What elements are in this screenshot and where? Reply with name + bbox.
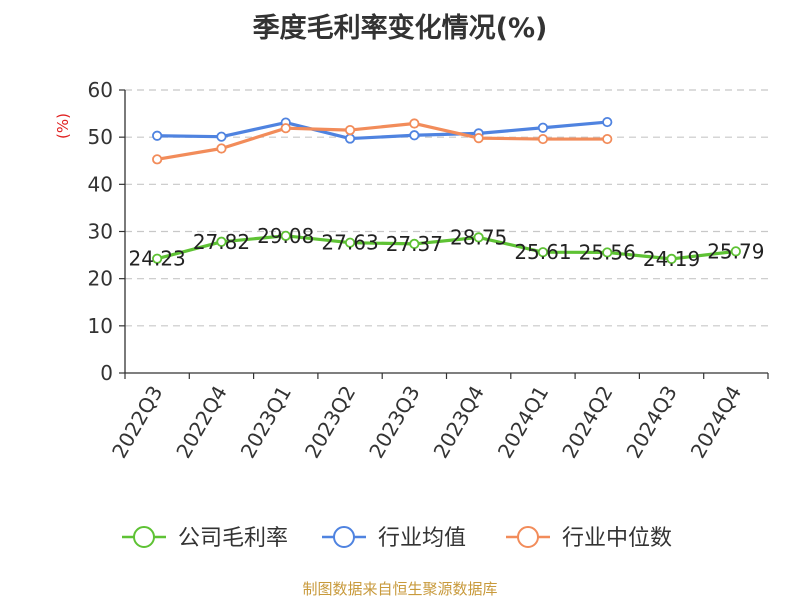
gridlines <box>125 89 768 327</box>
legend-marker-swatch <box>133 526 155 548</box>
data-point[interactable] <box>409 238 420 250</box>
x-tick-label: 2024Q4 <box>686 382 746 463</box>
data-point[interactable] <box>152 154 163 165</box>
x-tick-label: 2023Q2 <box>300 382 360 463</box>
legend-marker-swatch <box>333 526 355 548</box>
data-point[interactable] <box>280 123 291 134</box>
series-line <box>156 121 608 161</box>
data-point[interactable] <box>344 237 356 248</box>
y-tick-label: 0 <box>100 361 113 385</box>
legend-item[interactable]: 行业均值 <box>322 526 466 551</box>
data-label: 24.19 <box>643 247 700 271</box>
data-point[interactable] <box>344 133 356 144</box>
x-tick-label: 2024Q2 <box>557 382 617 463</box>
data-point[interactable] <box>409 118 420 129</box>
legend-item[interactable]: 行业中位数 <box>506 526 672 551</box>
data-point[interactable] <box>473 133 484 144</box>
y-tick-label: 10 <box>88 314 113 338</box>
data-point[interactable] <box>409 130 420 141</box>
y-axis-ticks: 0 10 20 30 40 50 60 <box>88 78 125 385</box>
data-label: 24.23 <box>129 247 186 271</box>
data-point[interactable] <box>602 116 613 128</box>
data-point[interactable] <box>537 133 549 145</box>
chart-title: 季度毛利率变化情况(%) <box>252 13 548 44</box>
series-points <box>152 116 741 265</box>
y-tick-label: 20 <box>88 267 113 291</box>
x-tick-label: 2023Q3 <box>364 382 424 463</box>
y-tick-label: 40 <box>88 172 113 196</box>
data-point[interactable] <box>537 122 549 133</box>
data-label: 27.37 <box>386 232 443 256</box>
y-axis-unit-label: (%) <box>54 113 72 139</box>
x-tick-label: 2022Q3 <box>107 382 167 463</box>
data-label: 27.82 <box>193 230 250 254</box>
series-line <box>157 120 608 141</box>
legend-marker-swatch <box>517 526 539 548</box>
legend-label: 行业中位数 <box>562 526 672 551</box>
data-point[interactable] <box>730 246 741 257</box>
data-point[interactable] <box>152 253 163 264</box>
data-label: 25.56 <box>579 240 636 264</box>
x-tick-label: 2022Q4 <box>171 382 231 463</box>
y-tick-label: 30 <box>88 220 113 244</box>
x-tick-label: 2024Q3 <box>621 382 681 463</box>
data-label: 25.79 <box>707 239 764 263</box>
x-tick-label: 2023Q1 <box>236 382 296 463</box>
data-point[interactable] <box>473 232 484 243</box>
data-point[interactable] <box>216 236 227 247</box>
series-line <box>156 234 737 261</box>
legend[interactable]: 公司毛利率 行业均值 行业中位数 <box>122 526 672 551</box>
x-tick-label: 2024Q1 <box>493 382 553 463</box>
data-source-note: 制图数据来自恒生聚源数据库 <box>302 580 498 598</box>
data-point[interactable] <box>666 253 677 265</box>
x-tick-label: 2023Q4 <box>429 382 489 463</box>
data-label: 27.63 <box>321 231 378 255</box>
data-point[interactable] <box>537 247 549 258</box>
data-point[interactable] <box>344 124 356 136</box>
data-point[interactable] <box>280 230 291 241</box>
data-label: 28.75 <box>450 225 507 249</box>
data-point[interactable] <box>216 143 227 154</box>
data-point[interactable] <box>216 131 227 142</box>
series-lines <box>156 120 737 261</box>
data-label: 25.61 <box>514 240 571 264</box>
data-point[interactable] <box>152 130 163 141</box>
x-axis-ticks: 2022Q3 2022Q4 2023Q1 2023Q2 2023Q3 2023Q4 2024… <box>107 373 769 463</box>
legend-label: 公司毛利率 <box>178 526 288 551</box>
data-point[interactable] <box>602 133 613 145</box>
legend-item[interactable]: 公司毛利率 <box>122 526 288 551</box>
y-tick-label: 50 <box>88 125 113 149</box>
data-label: 29.08 <box>257 224 314 248</box>
y-tick-label: 60 <box>88 78 113 102</box>
data-labels: 24.23 27.82 29.08 27.63 27.37 28.75 25.61 25.56… <box>129 224 765 271</box>
legend-label: 行业均值 <box>378 526 466 551</box>
data-point[interactable] <box>602 247 613 258</box>
